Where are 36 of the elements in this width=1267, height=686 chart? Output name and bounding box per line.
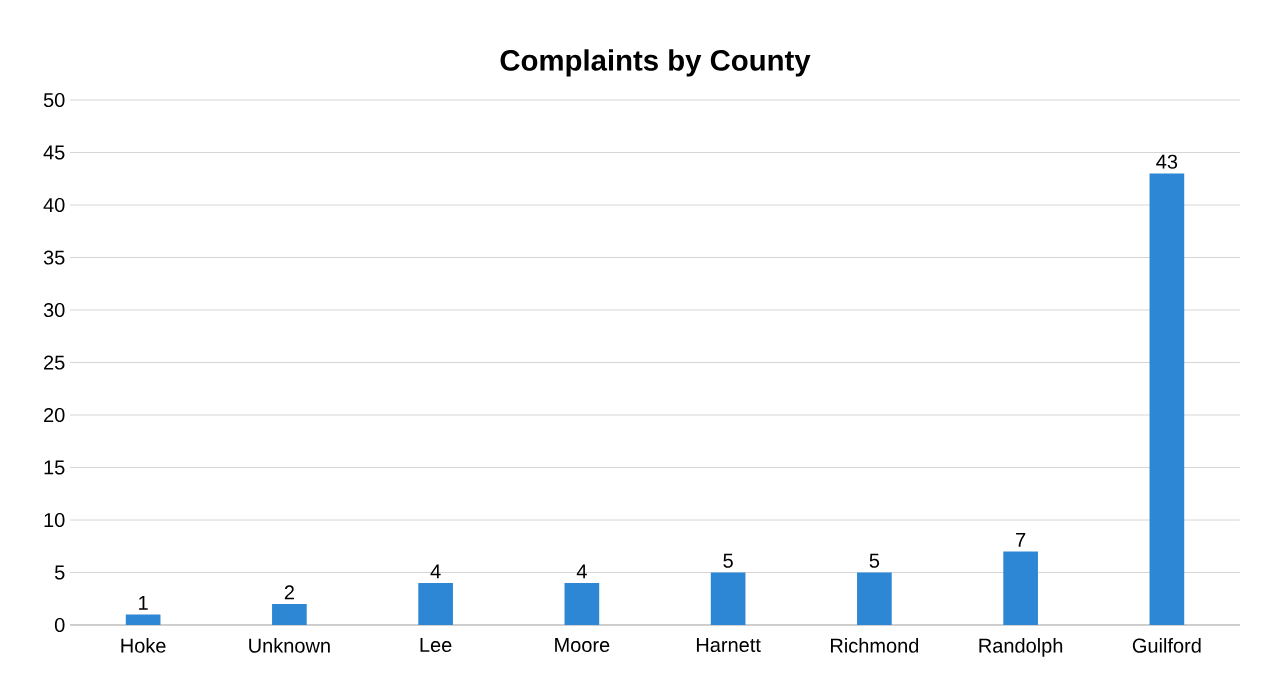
x-tick-label: Randolph (979, 638, 1063, 657)
data-label: 5 (723, 553, 733, 568)
x-tick-label: Moore (555, 638, 610, 653)
y-tick-label: 25 (44, 355, 65, 370)
y-tick-label: 20 (44, 407, 65, 423)
y-tick-label: 45 (43, 145, 65, 160)
data-label: 4 (430, 564, 441, 579)
bar (710, 572, 746, 625)
data-label: 2 (284, 585, 294, 600)
bar (125, 614, 161, 625)
x-tick-label: Harnett (696, 638, 761, 653)
x-tick-label: Richmond (830, 638, 919, 653)
x-tick-label: Lee (420, 638, 452, 653)
data-label: 43 (1156, 154, 1178, 169)
y-tick-label: 50 (43, 92, 65, 108)
data-label: 5 (869, 553, 880, 568)
bar (564, 583, 600, 625)
chart-title: Complaints by County (500, 49, 811, 77)
y-tick-label: 35 (43, 250, 65, 265)
bar (418, 583, 453, 625)
x-tick-label: Hoke (121, 638, 166, 653)
y-tick-label: 5 (54, 565, 65, 580)
y-tick-label: 15 (44, 460, 65, 475)
x-tick-label: Unknown (249, 638, 330, 653)
x-tick-label: Guilford (1132, 638, 1201, 653)
bar (1149, 173, 1185, 625)
y-tick-label: 0 (54, 617, 65, 633)
y-tick-label: 30 (43, 302, 65, 318)
y-tick-label: 40 (43, 197, 65, 213)
y-tick-label: 10 (44, 512, 65, 528)
bar (272, 604, 307, 625)
data-label: 1 (139, 596, 148, 610)
bar (1003, 551, 1038, 625)
data-label: 4 (576, 564, 587, 579)
bar (857, 572, 892, 625)
data-label: 7 (1016, 533, 1026, 547)
